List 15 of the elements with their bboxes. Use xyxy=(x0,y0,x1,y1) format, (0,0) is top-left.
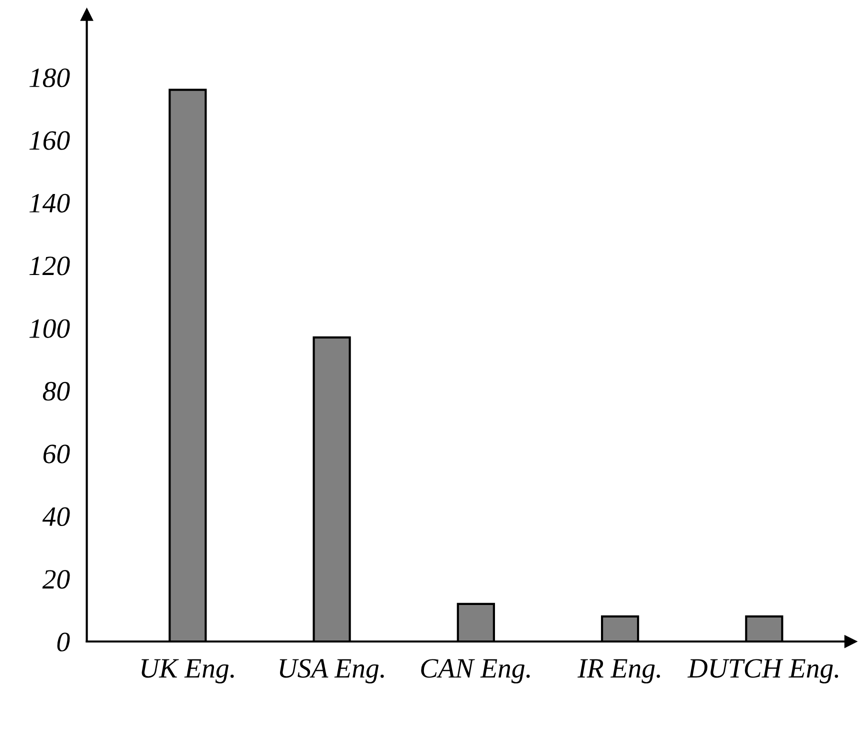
y-tick-label: 20 xyxy=(42,570,70,589)
x-tick-label: USA Eng. xyxy=(280,659,384,684)
y-tick-label: 140 xyxy=(29,194,70,213)
y-tick-label: 180 xyxy=(29,68,70,88)
y-tick-label: 80 xyxy=(42,382,70,401)
y-tick-label: 160 xyxy=(29,131,70,150)
y-tick-label: 100 xyxy=(29,319,70,338)
y-tick-label: 0 xyxy=(57,632,70,652)
y-tick-label: 120 xyxy=(29,256,70,276)
x-tick-label: UK Eng. xyxy=(142,659,234,684)
y-tick-label: 60 xyxy=(43,444,70,464)
y-tick-label: 40 xyxy=(42,507,70,526)
x-tick-label: CAN Eng. xyxy=(421,659,530,684)
x-tick-label: IR Eng. xyxy=(578,659,660,684)
x-tick-label: DUTCH Eng. xyxy=(687,659,838,684)
